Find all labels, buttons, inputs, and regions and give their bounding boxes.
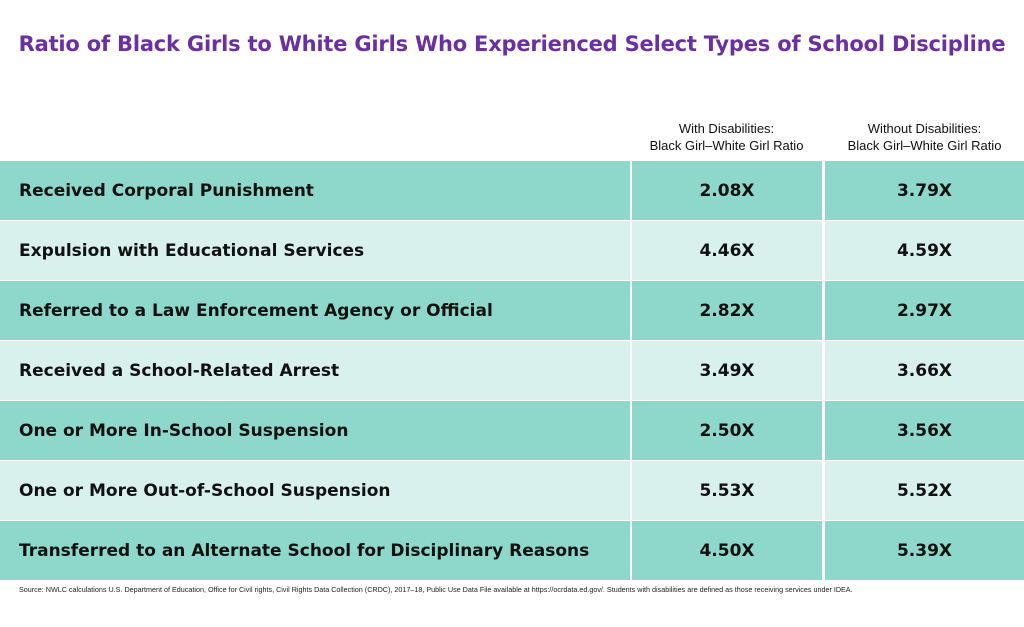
- row-label: Expulsion with Educational Services: [0, 221, 630, 280]
- ratio-without-disabilities: 5.39X: [825, 521, 1024, 580]
- table-row: Received a School-Related Arrest 3.49X 3.6…: [0, 341, 1024, 401]
- table-row: Received Corporal Punishment 2.08X 3.79X: [0, 161, 1024, 221]
- chart-title: Ratio of Black Girls to White Girls Who …: [18, 32, 1006, 56]
- column-header-with-disabilities: With Disabilities: Black Girl–White Girl…: [630, 120, 823, 154]
- ratio-with-disabilities: 5.53X: [632, 461, 822, 520]
- ratio-with-disabilities: 2.08X: [632, 161, 822, 220]
- ratio-table: Received Corporal Punishment 2.08X 3.79X Ex…: [0, 161, 1024, 581]
- column-header-line: Black Girl–White Girl Ratio: [649, 138, 804, 153]
- table-row: One or More Out-of-School Suspension 5.53…: [0, 461, 1024, 521]
- ratio-with-disabilities: 4.50X: [632, 521, 822, 580]
- ratio-without-disabilities: 3.66X: [825, 341, 1024, 400]
- ratio-with-disabilities: 2.82X: [632, 281, 822, 340]
- column-header-line: Black Girl–White Girl Ratio: [847, 138, 1002, 153]
- ratio-without-disabilities: 3.79X: [825, 161, 1024, 220]
- row-label: Transferred to an Alternate School for D…: [0, 521, 630, 580]
- ratio-with-disabilities: 2.50X: [632, 401, 822, 460]
- ratio-without-disabilities: 5.52X: [825, 461, 1024, 520]
- table-row: Transferred to an Alternate School for D…: [0, 521, 1024, 581]
- column-header-without-disabilities: Without Disabilities: Black Girl–White G…: [825, 120, 1024, 154]
- ratio-without-disabilities: 2.97X: [825, 281, 1024, 340]
- source-note: Source: NWLC calculations U.S. Departmen…: [19, 585, 853, 594]
- row-label: Referred to a Law Enforcement Agency or …: [0, 281, 630, 340]
- column-header-line: With Disabilities:: [678, 121, 775, 136]
- ratio-with-disabilities: 3.49X: [632, 341, 822, 400]
- row-label: Received a School-Related Arrest: [0, 341, 630, 400]
- table-row: One or More In-School Suspension 2.50X 3.5…: [0, 401, 1024, 461]
- table-row: Referred to a Law Enforcement Agency or …: [0, 281, 1024, 341]
- ratio-without-disabilities: 3.56X: [825, 401, 1024, 460]
- row-label: One or More Out-of-School Suspension: [0, 461, 630, 520]
- ratio-without-disabilities: 4.59X: [825, 221, 1024, 280]
- row-label: One or More In-School Suspension: [0, 401, 630, 460]
- row-label: Received Corporal Punishment: [0, 161, 630, 220]
- column-header-line: Without Disabilities:: [867, 121, 982, 136]
- ratio-with-disabilities: 4.46X: [632, 221, 822, 280]
- table-row: Expulsion with Educational Services 4.46X…: [0, 221, 1024, 281]
